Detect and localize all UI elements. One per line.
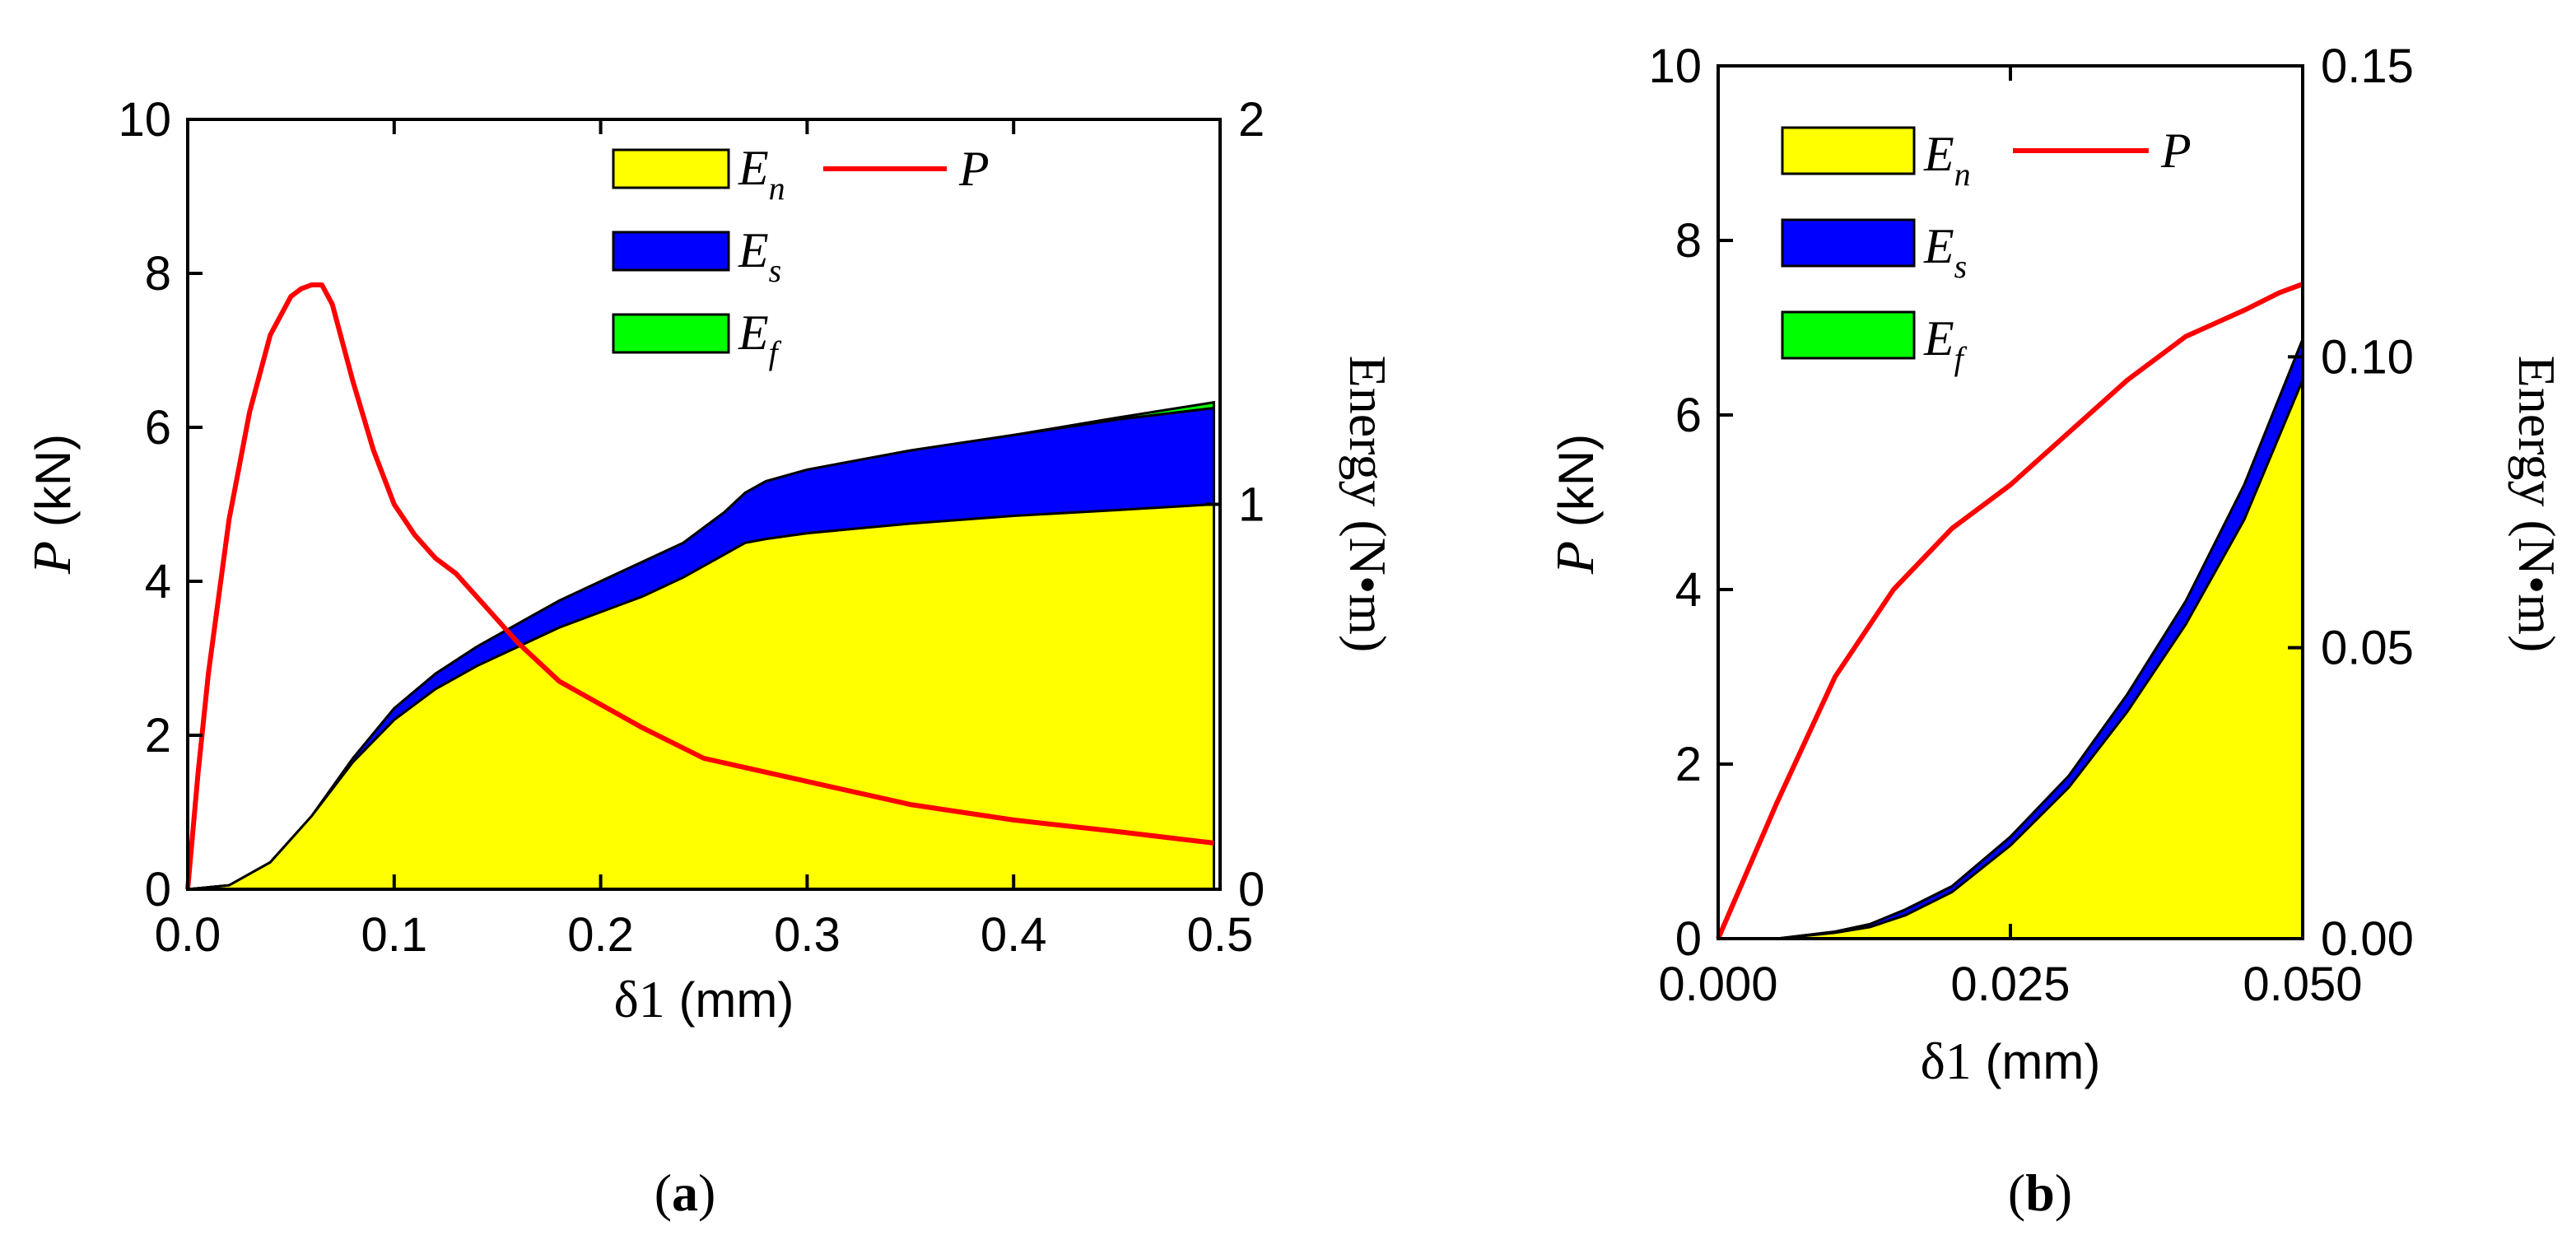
panel-b-ytick-left-label: 2 <box>1675 738 1702 791</box>
panel-a-xlabel-unit: (mm) <box>665 972 794 1028</box>
panel-a-xtick-label: 0.4 <box>981 908 1047 962</box>
panel-b-xlabel-unit: (mm) <box>1972 1034 2101 1089</box>
panel-a-xlabel-symbol: δ1 <box>614 970 665 1028</box>
panel-a-line-p <box>185 282 1214 890</box>
panel-a-ytick-right-label: 0 <box>1238 863 1265 916</box>
panel-b-ylabel-right: Energy (N•m) <box>2508 356 2566 653</box>
panel-a-legend-label-base: E <box>738 305 769 360</box>
panel-b-legend-label-sub: s <box>1954 248 1968 285</box>
panel-a-legend-swatch-En <box>612 148 730 189</box>
panel-a-legend-label-En: En <box>738 141 785 207</box>
panel-b-legend-swatch-Ef <box>1781 310 1916 360</box>
panel-a-legend-swatch-Es <box>612 231 730 272</box>
panel-b-legend-label-Es: Es <box>1923 219 1967 285</box>
panel-b-xtick-label: 0.000 <box>1658 958 1777 1011</box>
panel-a-xlabel: δ1 (mm) <box>614 970 794 1028</box>
panel-b-ytick-left-label: 10 <box>1648 40 1702 93</box>
panel-a-ytick-left-label: 0 <box>145 863 171 916</box>
panel-b-ytick-left-label: 8 <box>1675 214 1702 268</box>
panel-b-legend-label-Ef: Ef <box>1923 311 1968 377</box>
panel-b-legend-label-base: E <box>1923 127 1954 181</box>
panel-a-legend-label-sub: n <box>769 170 785 207</box>
panel-b-caption-close: ) <box>2055 1163 2072 1222</box>
panel-a-legend-label-P: P <box>958 142 990 196</box>
panel-a-xtick-label: 0.3 <box>774 908 841 962</box>
panel-b-legend-label-sub: n <box>1954 156 1971 193</box>
panel-b-line-p <box>1716 282 2304 940</box>
panel-b-xtick-label: 0.050 <box>2243 958 2362 1011</box>
panel-a-xtick-label: 0.2 <box>567 908 634 962</box>
panel-a-ytick-right-label: 1 <box>1238 478 1265 532</box>
panel-b-ylabel-left-symbol: P <box>1545 541 1605 575</box>
panel-a-ytick-left-label: 6 <box>145 401 171 455</box>
panel-a-ytick-left-label: 2 <box>145 709 171 762</box>
panel-b-ytick-left-label: 0 <box>1675 912 1702 966</box>
panel-a-caption: (a) <box>654 1163 716 1222</box>
panel-a-ylabel-left: P (kN) <box>22 434 82 575</box>
panel-a-legend-label-sub: f <box>769 334 782 371</box>
panel-b-ylabel-left-unit: (kN) <box>1549 434 1604 541</box>
panel-b-legend-label-En: En <box>1923 127 1971 193</box>
panel-a-xtick-label: 0.0 <box>155 908 221 962</box>
panel-a-ytick-right-label: 2 <box>1238 93 1265 147</box>
panel-b-legend-label-base: E <box>1923 311 1954 366</box>
panel-b-caption-open: ( <box>2008 1163 2025 1222</box>
panel-a-legend-label-sub: s <box>769 252 782 289</box>
panel-b-legend-label-base: E <box>1923 219 1954 273</box>
panel-b-legend-label-P: P <box>2160 124 2192 178</box>
panel-b-ytick-right-label: 0.00 <box>2321 912 2414 966</box>
panel-b-chart: 0.000 0.025 0.050 0 2 4 6 8 10 0.00 0.05 0.10 0.15 δ1… <box>1545 40 2566 1222</box>
panel-b-ytick-left-label: 4 <box>1675 563 1702 617</box>
panel-a-caption-letter: a <box>672 1163 698 1222</box>
panel-a-legend-label-base: E <box>738 141 769 195</box>
panel-b-ylabel-left: P (kN) <box>1545 434 1605 575</box>
panel-a-xtick-label: 0.5 <box>1187 908 1254 962</box>
panel-b-xtick-label: 0.025 <box>1950 958 2070 1011</box>
panel-b-caption: (b) <box>2008 1163 2072 1222</box>
panel-a-ylabel-right: Energy (N•m) <box>1339 356 1397 653</box>
panel-a-ytick-left-label: 10 <box>118 93 171 147</box>
panel-a-ytick-left-label: 8 <box>145 247 171 301</box>
panel-a-legend-label-Es: Es <box>738 223 781 289</box>
panel-a-legend-swatch-Ef <box>612 313 730 354</box>
panel-a-ylabel-left-unit: (kN) <box>26 434 81 541</box>
panel-b-legend-swatch-En <box>1781 126 1916 175</box>
panel-b-legend-label-sub: f <box>1954 340 1968 377</box>
panel-a-legend-label-base: E <box>738 223 769 277</box>
panel-b-xlabel-symbol: δ1 <box>1921 1032 1972 1090</box>
panel-a-caption-close: ) <box>698 1163 715 1222</box>
panel-a-ytick-left-label: 4 <box>145 555 171 608</box>
panel-b-ytick-right-label: 0.10 <box>2321 330 2414 384</box>
panel-a-xtick-label: 0.1 <box>361 908 427 962</box>
panel-a-caption-open: ( <box>654 1163 672 1222</box>
panel-a-ylabel-left-symbol: P <box>22 541 82 575</box>
panel-b-xlabel: δ1 (mm) <box>1921 1032 2101 1090</box>
panel-b-ytick-right-label: 0.05 <box>2321 622 2414 675</box>
panel-b-area-en <box>1718 380 2304 940</box>
panel-a-legend-label-Ef: Ef <box>738 305 782 371</box>
panel-b-ytick-right-label: 0.15 <box>2321 40 2414 93</box>
panel-b-ytick-left-label: 6 <box>1675 389 1702 442</box>
panel-b-caption-letter: b <box>2025 1163 2055 1222</box>
panel-b-legend-swatch-Es <box>1781 218 1916 268</box>
